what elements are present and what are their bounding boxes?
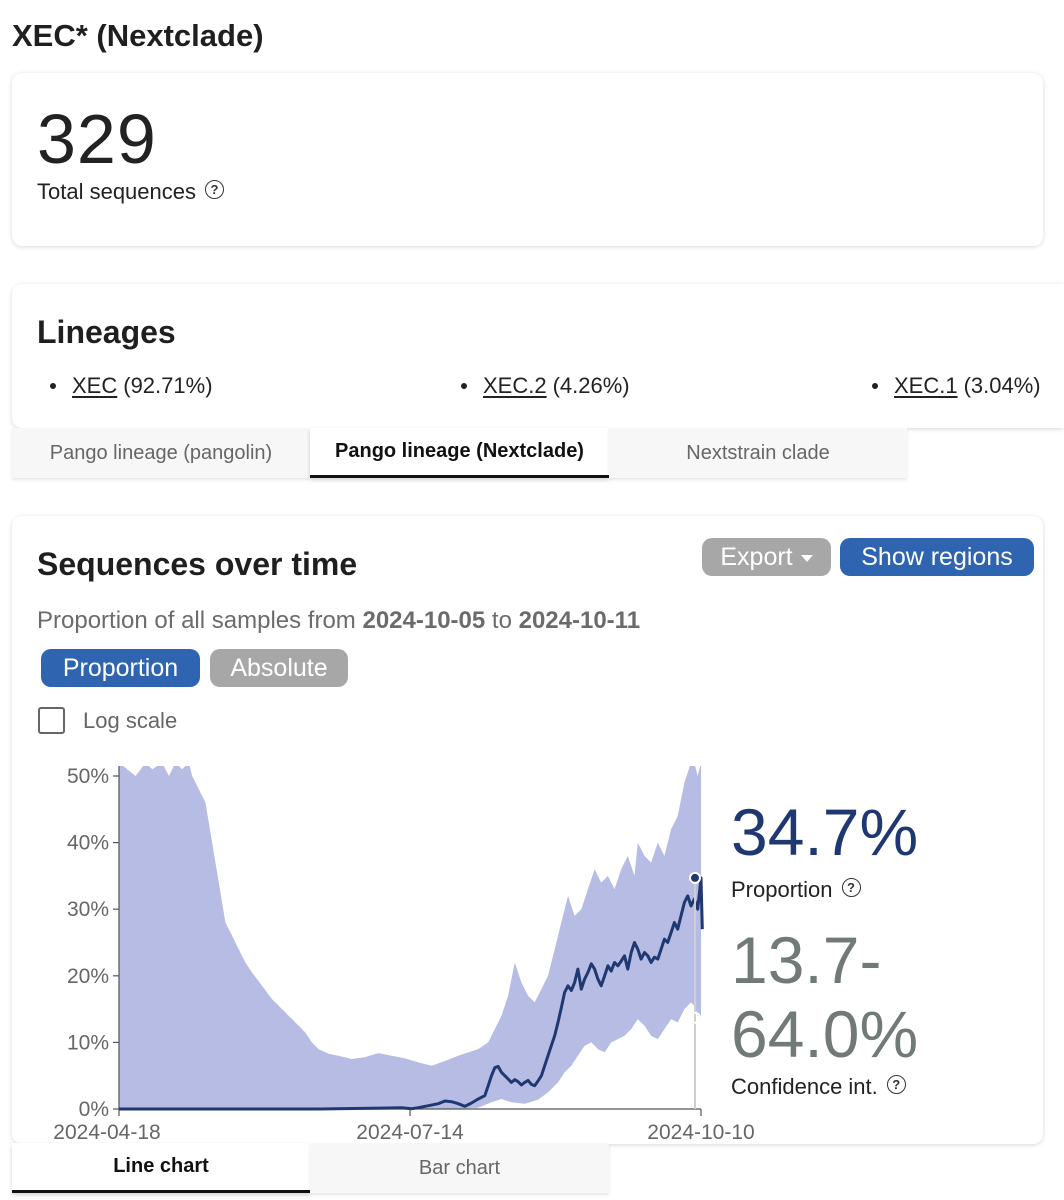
lineages-card: Lineages XEC (92.71%) XEC.2 (4.26%) XEC.… (12, 284, 1064, 428)
help-icon[interactable]: ? (841, 877, 861, 897)
ci-line-1: 13.7- (731, 923, 882, 997)
x-tick-label: 2024-10-10 (647, 1121, 754, 1144)
ci-line-2: 64.0% (731, 997, 919, 1071)
total-sequences-label-row: Total sequences ? (37, 179, 224, 205)
x-tick-label: 2024-07-14 (356, 1121, 464, 1144)
log-scale-label: Log scale (83, 707, 178, 733)
subtitle-date-to: 2024-10-11 (518, 607, 641, 634)
lineage-link-xec[interactable]: XEC (72, 373, 118, 398)
sequences-over-time-card: Sequences over time Export Show regions … (12, 516, 1043, 1144)
proportion-button[interactable]: Proportion (41, 649, 200, 687)
tab-nextstrain-clade[interactable]: Nextstrain clade (609, 428, 907, 478)
subtitle-prefix: Proportion of all samples from (37, 607, 356, 634)
subtitle-mid: to (491, 607, 512, 634)
log-scale-checkbox[interactable] (38, 707, 65, 734)
chart-type-tab-strip: Line chart Bar chart (12, 1143, 609, 1193)
total-sequences-value: 329 (37, 100, 157, 178)
confidence-interval-value: 13.7- 64.0% (731, 923, 918, 1071)
lineage-link-xec-1[interactable]: XEC.1 (894, 373, 958, 398)
bullet-icon (461, 383, 467, 389)
bullet-icon (50, 383, 56, 389)
tab-line-chart[interactable]: Line chart (12, 1143, 310, 1193)
absolute-button[interactable]: Absolute (210, 649, 348, 687)
chart-subtitle: Proportion of all samples from 2024-10-0… (37, 607, 640, 635)
y-tick-label: 0% (79, 1098, 109, 1121)
log-scale-row: Log scale (38, 707, 177, 734)
help-icon[interactable]: ? (886, 1074, 906, 1094)
show-regions-button[interactable]: Show regions (840, 538, 1034, 576)
tab-bar-chart[interactable]: Bar chart (310, 1143, 609, 1193)
proportion-label-row: Proportion ? (731, 877, 861, 903)
export-label: Export (720, 542, 793, 571)
bullet-icon (872, 383, 878, 389)
lineage-percentage: (4.26%) (552, 373, 630, 398)
proportion-line (119, 876, 704, 1111)
y-tick-label: 30% (67, 898, 109, 921)
confidence-band (119, 766, 701, 1109)
y-tick-label: 20% (67, 965, 109, 988)
lineage-percentage: (92.71%) (123, 373, 213, 398)
lineage-percentage: (3.04%) (963, 373, 1041, 398)
caret-down-icon (800, 555, 813, 562)
x-tick-label: 2024-04-18 (53, 1121, 160, 1144)
proportion-value: 34.7% (731, 795, 919, 869)
total-sequences-card: 329 Total sequences ? (12, 73, 1043, 246)
proportion-label: Proportion (731, 877, 833, 902)
hover-ci-point (689, 1011, 701, 1024)
lineage-item: XEC.1 (3.04%) (872, 373, 1041, 399)
hover-point (689, 871, 701, 884)
lineage-item: XEC.2 (4.26%) (461, 373, 630, 399)
lineages-title: Lineages (37, 314, 176, 350)
confidence-label: Confidence int. (731, 1074, 878, 1099)
subtitle-date-from: 2024-10-05 (362, 607, 486, 634)
tab-pango-pangolin[interactable]: Pango lineage (pangolin) (12, 428, 310, 478)
lineage-item: XEC (92.71%) (50, 373, 213, 399)
page-title: XEC* (Nextclade) (12, 18, 264, 53)
lineage-tab-strip: Pango lineage (pangolin) Pango lineage (… (12, 428, 907, 478)
total-sequences-label: Total sequences (37, 179, 196, 204)
lineage-link-xec-2[interactable]: XEC.2 (483, 373, 547, 398)
y-tick-label: 50% (67, 765, 109, 788)
line-chart[interactable]: 0% 10% 20% 30% 40% 50% 2024-04-18 2024-07-14 202… (12, 516, 1043, 1144)
y-tick-label: 40% (67, 832, 109, 855)
tab-pango-nextclade[interactable]: Pango lineage (Nextclade) (310, 428, 609, 478)
confidence-label-row: Confidence int. ? (731, 1074, 906, 1100)
help-icon[interactable]: ? (205, 179, 224, 199)
chart-title: Sequences over time (37, 546, 358, 582)
y-tick-label: 10% (67, 1031, 109, 1054)
export-button[interactable]: Export (702, 538, 831, 576)
